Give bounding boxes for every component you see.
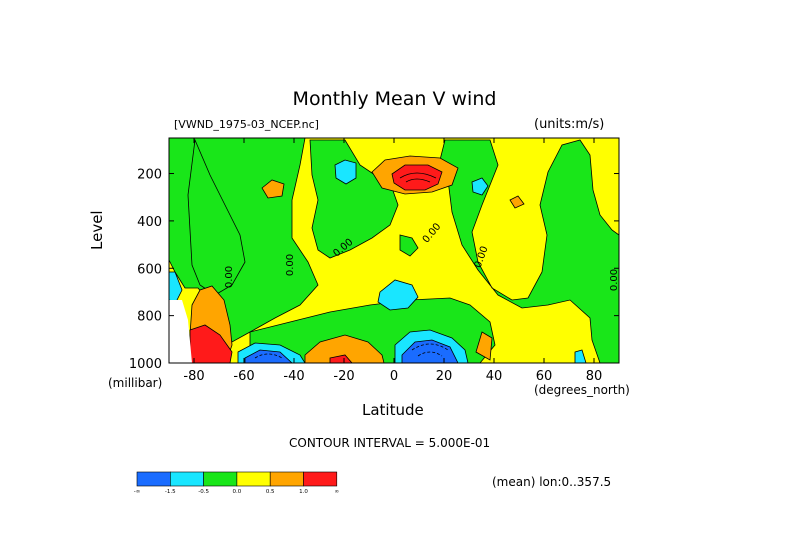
file-label: [VWND_1975-03_NCEP.nc] <box>174 118 319 131</box>
contour-label: 0.00 <box>609 269 620 291</box>
colorbar-swatch <box>303 471 338 487</box>
contour-label: 0.00 <box>285 254 296 276</box>
x-tick-label: -20 <box>333 369 354 384</box>
colorbar-swatch <box>236 471 271 487</box>
colorbar: -∞ -1.5 -0.5 0.0 0.5 1.0 ∞ <box>134 471 340 495</box>
x-ticks: -80 -60 -40 -20 0 20 40 60 80 <box>183 138 602 384</box>
colorbar-label: -1.5 <box>165 489 176 495</box>
x-tick-label: 80 <box>586 369 603 384</box>
colorbar-label: -∞ <box>134 489 141 495</box>
x-axis-unit: (degrees_north) <box>534 383 630 397</box>
colorbar-label: 0.0 <box>233 489 242 495</box>
colorbar-swatch <box>170 471 204 487</box>
y-ticks: 200 400 600 800 1000 <box>129 168 619 372</box>
y-tick-label: 800 <box>137 310 162 325</box>
contour-interval-label: CONTOUR INTERVAL = 5.000E-01 <box>289 436 491 450</box>
colorbar-label: ∞ <box>335 489 340 495</box>
x-tick-label: 60 <box>536 369 553 384</box>
colorbar-swatch <box>269 471 304 487</box>
colorbar-swatch <box>136 471 171 487</box>
colorbar-label: 0.5 <box>266 489 275 495</box>
contour-field <box>169 138 619 363</box>
x-tick-label: -40 <box>283 369 304 384</box>
x-tick-label: 40 <box>486 369 503 384</box>
x-tick-label: -80 <box>183 369 204 384</box>
x-axis-label: Latitude <box>362 401 424 419</box>
colorbar-swatch <box>203 471 238 487</box>
x-tick-label: 0 <box>390 369 398 384</box>
y-tick-label: 600 <box>137 262 162 277</box>
y-axis-unit: (millibar) <box>108 376 163 390</box>
colorbar-label: 1.0 <box>299 489 308 495</box>
chart-title: Monthly Mean V wind <box>292 88 497 110</box>
y-tick-label: 400 <box>137 215 162 230</box>
x-tick-label: 20 <box>436 369 453 384</box>
y-tick-label: 1000 <box>129 357 162 372</box>
contour-label: 0.00 <box>224 266 235 288</box>
mean-note: (mean) lon:0..357.5 <box>492 475 612 489</box>
y-tick-label: 200 <box>137 168 162 183</box>
units-label: (units:m/s) <box>534 117 605 132</box>
x-tick-label: -60 <box>233 369 254 384</box>
colorbar-label: -0.5 <box>198 489 209 495</box>
